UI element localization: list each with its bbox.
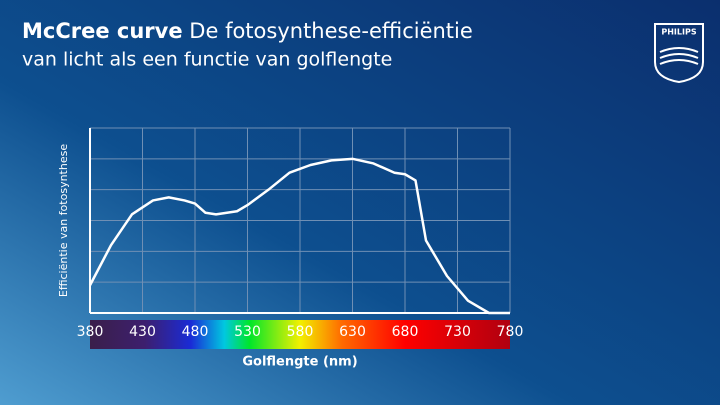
title-rest: De fotosynthese-efficiëntie xyxy=(189,19,473,43)
x-tick-label: 430 xyxy=(129,324,156,340)
logo: PHILIPS xyxy=(654,23,704,84)
logo-text: PHILIPS xyxy=(661,28,696,37)
x-axis-label: Golflengte (nm) xyxy=(242,355,357,370)
title: McCree curve De fotosynthese-efficiëntie xyxy=(22,19,473,43)
x-tick-label: 780 xyxy=(497,324,524,340)
x-tick-label: 530 xyxy=(234,324,261,340)
spectrum-bar xyxy=(90,320,510,349)
x-tick-label: 480 xyxy=(182,324,209,340)
x-tick-label: 380 xyxy=(77,324,104,340)
x-tick-label: 580 xyxy=(287,324,314,340)
x-tick-label: 680 xyxy=(392,324,419,340)
x-tick-label: 630 xyxy=(339,324,366,340)
y-axis-label: Efficiëntie van fotosynthese xyxy=(57,144,70,297)
curve xyxy=(88,157,510,315)
subtitle: van licht als een functie van golflengte xyxy=(22,49,392,71)
x-tick-label: 730 xyxy=(444,324,471,340)
title-bold: McCree curve xyxy=(22,19,183,43)
